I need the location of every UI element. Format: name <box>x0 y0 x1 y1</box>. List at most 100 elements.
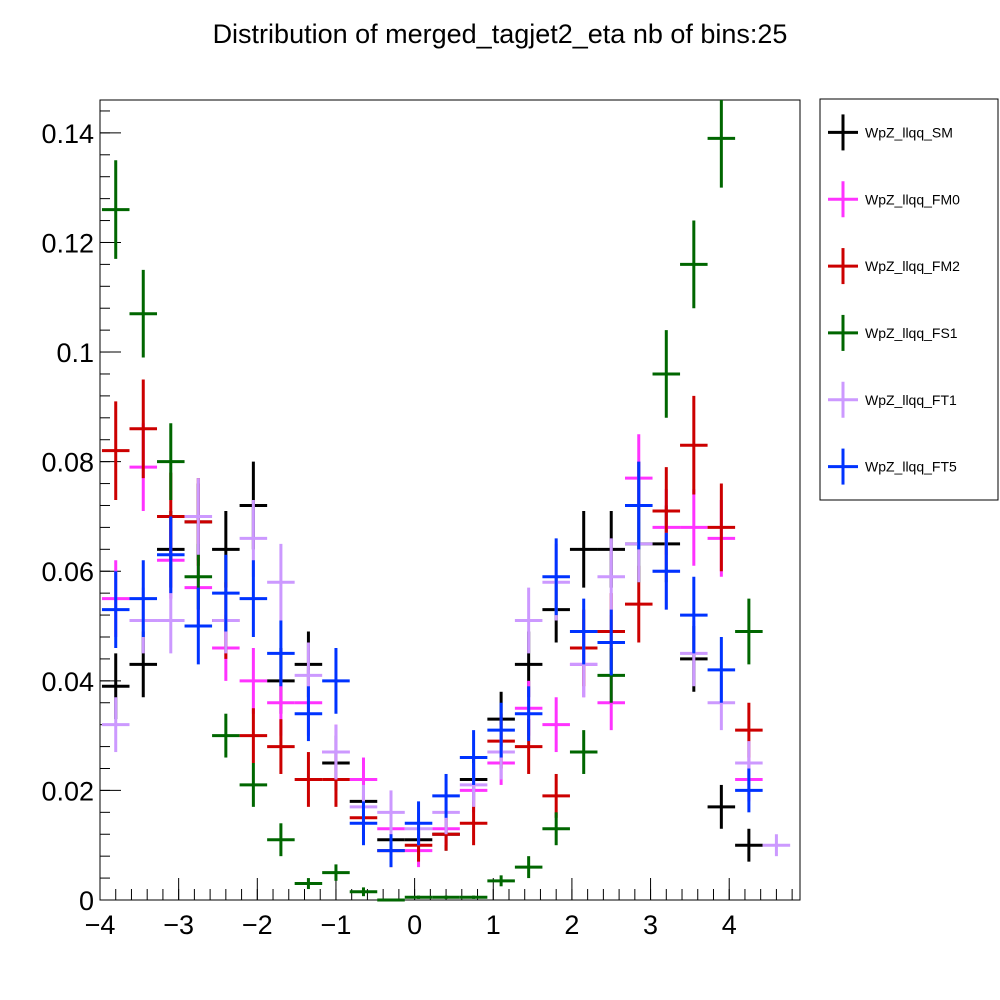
data-point <box>707 636 736 703</box>
data-point <box>707 100 736 188</box>
data-point <box>294 878 323 890</box>
y-tick-label: 0.1 <box>56 338 94 368</box>
data-point <box>735 768 763 813</box>
data-point <box>652 330 681 418</box>
x-tick-label: −3 <box>163 910 194 940</box>
x-tick-label: 4 <box>722 910 737 940</box>
data-point <box>459 895 488 899</box>
data-point <box>377 790 405 835</box>
series-layer <box>101 100 791 902</box>
data-point <box>404 801 433 846</box>
legend: WpZ_llqq_SM WpZ_llqq_FM0 WpZ_llqq_FM2 WpZ_l… <box>819 98 999 501</box>
y-tick-label: 0.02 <box>41 776 94 806</box>
data-point <box>101 571 130 648</box>
data-point <box>239 708 268 764</box>
data-point <box>514 856 543 879</box>
data-point <box>487 702 515 758</box>
x-tick-label: −4 <box>85 910 116 940</box>
data-point <box>157 587 185 654</box>
legend-item: WpZ_llqq_FT5 <box>828 448 957 485</box>
data-point <box>432 773 460 818</box>
data-point <box>322 724 350 780</box>
data-point <box>184 478 213 555</box>
data-point <box>322 864 350 881</box>
data-point <box>707 483 736 572</box>
x-tick-label: −1 <box>321 910 352 940</box>
data-point <box>129 560 158 637</box>
data-point <box>157 423 185 500</box>
data-point <box>735 828 763 862</box>
data-point <box>294 686 323 742</box>
legend-label: WpZ_llqq_FT5 <box>865 459 957 475</box>
data-point <box>184 587 213 665</box>
data-point <box>157 516 185 594</box>
data-point <box>432 895 460 899</box>
y-tick-label: 0.08 <box>41 448 94 478</box>
y-tick-label: 0 <box>79 886 94 916</box>
data-point <box>129 379 158 479</box>
legend-item: WpZ_llqq_SM <box>828 114 953 151</box>
data-point <box>542 812 570 846</box>
data-point <box>652 532 681 610</box>
data-point <box>542 697 570 753</box>
y-tick-label: 0.12 <box>41 228 94 258</box>
data-point <box>680 576 708 654</box>
data-point <box>542 538 570 616</box>
legend-box <box>819 98 999 501</box>
data-point <box>212 554 240 632</box>
data-point <box>101 401 130 500</box>
data-point <box>101 697 130 753</box>
legend-label: WpZ_llqq_FT1 <box>865 392 957 408</box>
y-tick-label: 0.04 <box>41 667 94 697</box>
data-point <box>267 719 295 774</box>
data-point <box>597 538 625 616</box>
legend-item: WpZ_llqq_FM2 <box>828 248 960 285</box>
data-point <box>735 598 763 665</box>
data-point <box>459 801 488 846</box>
y-tick-label: 0.06 <box>41 557 94 587</box>
data-point <box>487 875 515 887</box>
data-point <box>597 609 625 676</box>
series-WpZ_llqq_FM0 <box>101 423 763 868</box>
data-point <box>680 220 708 309</box>
legend-label: WpZ_llqq_FM0 <box>865 191 960 207</box>
legend-label: WpZ_llqq_FM2 <box>865 258 960 274</box>
y-tick-label: 0.14 <box>41 119 94 149</box>
data-point <box>212 713 240 758</box>
plot-border <box>99 99 801 901</box>
legend-item: WpZ_llqq_FM0 <box>828 181 960 218</box>
x-tick-label: 2 <box>564 910 579 940</box>
legend-label: WpZ_llqq_FS1 <box>865 325 958 341</box>
data-point <box>267 543 295 621</box>
data-point <box>349 801 378 846</box>
data-point <box>707 784 736 829</box>
axes: 0 0.02 0.04 0.06 0.08 0.1 0.12 0.14 −4 −3 −2 −1 0 1 2 3… <box>41 110 793 940</box>
x-tick-label: 3 <box>643 910 658 940</box>
data-point <box>680 395 708 495</box>
data-point <box>569 598 598 665</box>
data-point <box>762 834 791 857</box>
data-point <box>294 752 323 807</box>
plot-frame <box>99 99 801 901</box>
data-point <box>459 730 488 785</box>
series-WpZ_llqq_FT5 <box>101 461 763 868</box>
data-point <box>625 461 653 550</box>
data-point <box>349 887 378 897</box>
data-point <box>322 647 350 714</box>
data-point <box>569 730 598 774</box>
data-point <box>101 160 130 259</box>
data-point <box>514 686 543 742</box>
data-point <box>267 620 295 687</box>
data-point <box>239 647 268 714</box>
series-WpZ_llqq_FM2 <box>101 379 763 868</box>
legend-item: WpZ_llqq_FS1 <box>828 314 958 351</box>
data-point <box>239 763 268 807</box>
legend-label: WpZ_llqq_SM <box>865 124 953 140</box>
x-tick-label: 1 <box>486 910 501 940</box>
data-point <box>514 587 543 654</box>
x-tick-label: −2 <box>242 910 273 940</box>
x-tick-label: 0 <box>407 910 422 940</box>
data-point <box>267 823 295 857</box>
data-point <box>129 269 158 358</box>
